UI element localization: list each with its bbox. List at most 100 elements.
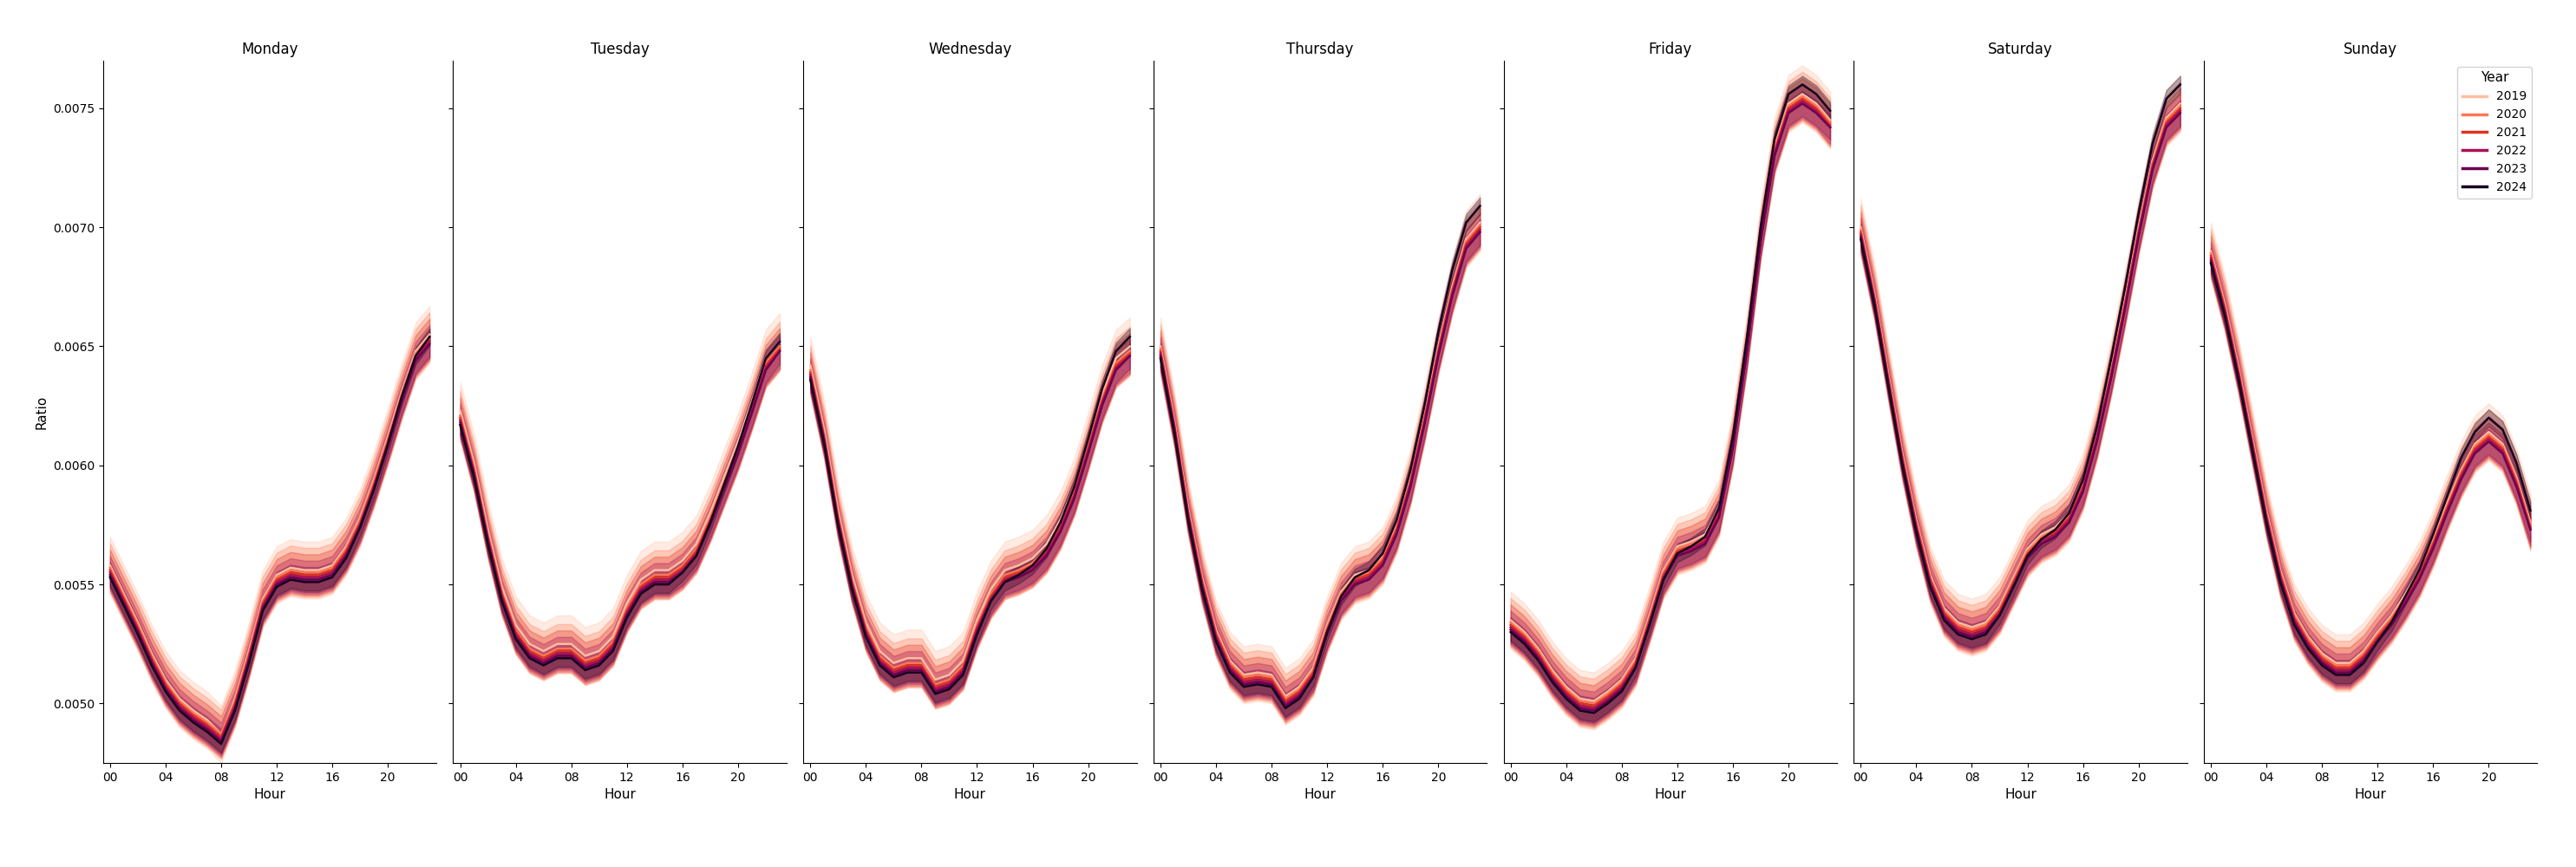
2019 bbox=[2306, 649, 2336, 659]
2020 bbox=[1620, 655, 1651, 666]
2021 bbox=[219, 698, 250, 708]
2019 bbox=[920, 675, 951, 685]
2020 bbox=[108, 591, 139, 602]
2021 bbox=[2195, 251, 2226, 261]
2019 bbox=[1999, 572, 2030, 583]
2019 bbox=[1340, 570, 1370, 580]
2023 bbox=[1159, 425, 1190, 435]
2022 bbox=[1257, 677, 1288, 688]
2022 bbox=[1368, 557, 1399, 568]
2019 bbox=[358, 474, 389, 485]
2019 bbox=[1607, 675, 1638, 685]
2022 bbox=[2081, 434, 2112, 445]
2022 bbox=[137, 655, 167, 666]
Title: Thursday: Thursday bbox=[1285, 42, 1355, 57]
2022 bbox=[696, 518, 726, 528]
2020 bbox=[2306, 650, 2336, 661]
2020 bbox=[598, 636, 629, 647]
2019 bbox=[1188, 572, 1218, 583]
2023 bbox=[289, 575, 319, 585]
2019 bbox=[907, 653, 938, 663]
2024 bbox=[1538, 677, 1569, 688]
2020 bbox=[2264, 567, 2295, 577]
2020 bbox=[276, 565, 307, 576]
2023 bbox=[1270, 701, 1301, 711]
2020 bbox=[1888, 451, 1919, 461]
2021 bbox=[1030, 546, 1061, 557]
2020 bbox=[304, 567, 335, 577]
2024 bbox=[1450, 218, 1481, 228]
2020 bbox=[1814, 117, 1844, 127]
2023 bbox=[2375, 620, 2406, 630]
2019 bbox=[415, 329, 446, 340]
2021 bbox=[2264, 570, 2295, 580]
2024 bbox=[1200, 636, 1231, 647]
2021 bbox=[1466, 222, 1497, 232]
2024 bbox=[1298, 672, 1329, 682]
Title: Sunday: Sunday bbox=[2344, 42, 2398, 57]
2022 bbox=[1510, 634, 1540, 644]
2022 bbox=[2025, 537, 2056, 547]
2024 bbox=[289, 577, 319, 587]
2021 bbox=[696, 515, 726, 525]
2020 bbox=[260, 572, 291, 583]
2020 bbox=[976, 589, 1007, 599]
Line: 2023: 2023 bbox=[111, 344, 430, 741]
2019 bbox=[108, 589, 139, 599]
Line: 2023: 2023 bbox=[1510, 103, 1829, 711]
2024 bbox=[2375, 617, 2406, 628]
2023 bbox=[1607, 684, 1638, 694]
2021 bbox=[2040, 527, 2071, 538]
2019 bbox=[1772, 98, 1803, 108]
2021 bbox=[191, 720, 222, 730]
2021 bbox=[1649, 570, 1680, 580]
2019 bbox=[837, 570, 868, 580]
2023 bbox=[2195, 256, 2226, 266]
2020 bbox=[515, 643, 546, 654]
2022 bbox=[2403, 572, 2434, 583]
2019 bbox=[528, 646, 559, 656]
2023 bbox=[1494, 624, 1525, 635]
2024 bbox=[1703, 503, 1734, 513]
2024 bbox=[1801, 88, 1832, 99]
2019 bbox=[2349, 646, 2380, 656]
2022 bbox=[374, 439, 404, 449]
2020 bbox=[850, 622, 881, 632]
2024 bbox=[2321, 669, 2352, 680]
2023 bbox=[1115, 350, 1146, 361]
2022 bbox=[809, 434, 840, 445]
2021 bbox=[837, 577, 868, 587]
2023 bbox=[2280, 617, 2311, 628]
2022 bbox=[2110, 303, 2141, 314]
2022 bbox=[1087, 398, 1118, 408]
2024 bbox=[2164, 79, 2195, 89]
2020 bbox=[1087, 394, 1118, 404]
2021 bbox=[920, 681, 951, 692]
2023 bbox=[1018, 565, 1048, 576]
2019 bbox=[2012, 544, 2043, 554]
2024 bbox=[2053, 508, 2084, 518]
2022 bbox=[2164, 106, 2195, 116]
2020 bbox=[2334, 660, 2365, 670]
2020 bbox=[1270, 694, 1301, 704]
2024 bbox=[2236, 446, 2267, 456]
2019 bbox=[459, 458, 489, 468]
2020 bbox=[2025, 531, 2056, 542]
2023 bbox=[137, 658, 167, 668]
2023 bbox=[276, 572, 307, 583]
2021 bbox=[415, 334, 446, 344]
2024 bbox=[1759, 134, 1790, 145]
2020 bbox=[1860, 291, 1891, 302]
2022 bbox=[487, 591, 518, 602]
2022 bbox=[317, 567, 348, 577]
2022 bbox=[304, 572, 335, 583]
2023 bbox=[95, 570, 126, 580]
2023 bbox=[878, 669, 909, 680]
2023 bbox=[837, 582, 868, 592]
2024 bbox=[1030, 544, 1061, 554]
2023 bbox=[920, 687, 951, 697]
2019 bbox=[611, 598, 641, 609]
2020 bbox=[1690, 531, 1721, 542]
2022 bbox=[330, 548, 361, 558]
2019 bbox=[2375, 610, 2406, 621]
